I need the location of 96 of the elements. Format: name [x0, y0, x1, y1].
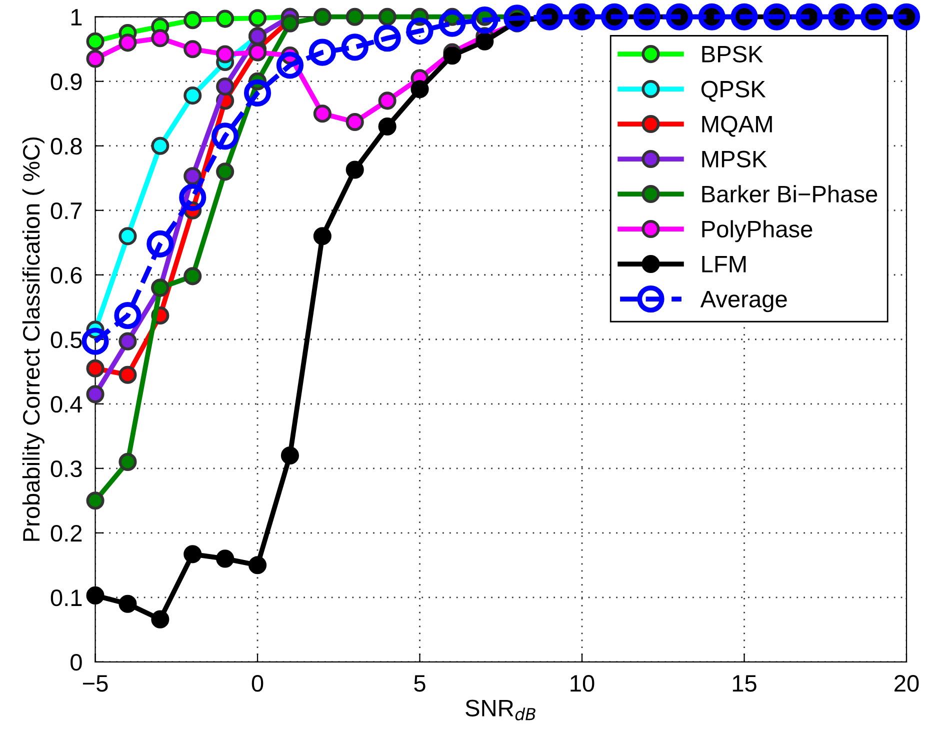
point: [471, 6, 498, 34]
point: [763, 3, 790, 30]
point: [86, 50, 104, 68]
point: [633, 3, 660, 30]
point: [244, 79, 272, 107]
point: [346, 8, 364, 26]
point: [568, 3, 596, 30]
point: [313, 104, 332, 123]
point: [504, 4, 531, 32]
x-tick-label: 20: [894, 675, 919, 692]
point: [212, 122, 239, 150]
y-tick-label: 0: [70, 654, 82, 671]
point: [216, 10, 234, 28]
point: [828, 3, 856, 30]
point: [86, 385, 104, 404]
point: [313, 8, 332, 26]
point: [796, 3, 823, 30]
y-tick-label: 0.7: [50, 202, 82, 220]
point: [184, 545, 202, 564]
point: [118, 452, 137, 471]
point: [86, 359, 104, 378]
point: [276, 52, 304, 79]
point: [374, 24, 401, 52]
point: [216, 162, 234, 181]
point: [216, 77, 234, 96]
point: [184, 86, 202, 105]
point: [378, 117, 396, 136]
point: [346, 112, 364, 132]
y-tick-label: 0.8: [50, 138, 82, 155]
x-tick-label: 15: [732, 675, 756, 692]
point: [184, 267, 202, 286]
point: [184, 167, 202, 186]
point: [892, 3, 920, 30]
point: [860, 3, 888, 30]
y-tick-label: 0.2: [50, 524, 82, 542]
point: [146, 230, 174, 258]
point: [216, 550, 234, 568]
point: [406, 18, 434, 45]
point: [248, 9, 267, 28]
point: [280, 446, 299, 465]
point: [308, 38, 336, 66]
y-tick-label: 0.5: [50, 331, 82, 348]
point: [600, 3, 628, 30]
point: [151, 29, 170, 48]
point: [341, 34, 368, 61]
point: [216, 45, 234, 64]
legend-label: PolyPhase: [702, 220, 812, 242]
legend-label: MPSK: [702, 150, 767, 168]
point: [184, 40, 202, 58]
point: [151, 610, 170, 628]
legend-label: LFM: [702, 256, 746, 272]
point: [82, 328, 109, 355]
point: [118, 227, 137, 246]
point: [114, 302, 142, 330]
point: [313, 227, 332, 246]
point: [666, 3, 693, 30]
y-tick-label: 0.9: [50, 73, 82, 90]
point: [151, 136, 170, 155]
point: [179, 184, 206, 212]
point: [184, 11, 202, 30]
point: [118, 34, 137, 52]
x-tick-label: 0: [252, 675, 264, 692]
point: [378, 8, 396, 26]
x-axis-title: SNR$_{dB}$: [466, 700, 536, 720]
point: [698, 3, 726, 30]
point: [476, 32, 494, 50]
point: [118, 366, 137, 384]
y-tick-label: 0.1: [50, 589, 82, 606]
point: [118, 594, 137, 613]
legend-label: BPSK: [702, 46, 764, 63]
point: [118, 332, 137, 350]
point: [280, 14, 299, 32]
point: [536, 3, 564, 30]
x-tick-label: 5: [414, 675, 426, 692]
legend-label: QPSK: [701, 80, 766, 102]
y-tick-label: 0.6: [50, 266, 82, 284]
y-axis-title: Probability Correct Classification ( %C): [22, 137, 44, 541]
point: [378, 92, 396, 110]
y-tick-label: 0.4: [50, 396, 82, 413]
y-tick-label: 0.3: [50, 460, 82, 478]
legend-label: Average: [700, 291, 787, 312]
y-tick-label: 1: [71, 9, 82, 26]
point: [86, 32, 104, 50]
point: [86, 492, 104, 510]
legend-label: MQAM: [702, 116, 772, 137]
legend-label: Barker Bi−Phase: [702, 185, 878, 203]
point: [346, 160, 364, 179]
point: [410, 80, 429, 98]
x-tick-label: 10: [570, 675, 594, 692]
point: [438, 10, 466, 37]
point: [443, 46, 462, 65]
x-tick-label: −5: [82, 675, 108, 692]
point: [248, 556, 267, 574]
point: [248, 43, 267, 62]
point: [86, 586, 104, 604]
point: [730, 3, 758, 30]
